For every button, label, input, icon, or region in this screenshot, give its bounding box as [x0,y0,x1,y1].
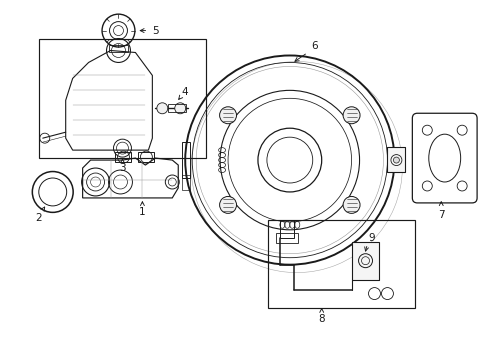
Circle shape [219,197,236,213]
Text: 7: 7 [437,210,444,220]
Bar [275,233,297,243]
Bar [168,104,186,112]
Text: 2: 2 [36,213,42,223]
Circle shape [219,107,236,124]
Text: 5: 5 [152,26,158,36]
Circle shape [343,107,359,124]
Text: 1: 1 [139,207,145,217]
Bar [182,142,190,178]
Circle shape [393,157,399,163]
Circle shape [157,103,167,114]
Circle shape [343,197,359,213]
Text: 8: 8 [318,314,325,324]
Circle shape [174,103,185,114]
Text: 3: 3 [119,163,125,173]
Bar [138,152,154,162]
Bar [182,175,190,190]
Bar [279,220,293,238]
Bar [267,220,414,307]
Bar [39,39,206,158]
Bar [351,242,379,280]
Text: 9: 9 [367,233,374,243]
Text: 6: 6 [311,41,317,50]
Bar [386,147,405,172]
Bar [115,152,131,162]
Bar [108,45,128,53]
Text: 4: 4 [182,87,188,97]
